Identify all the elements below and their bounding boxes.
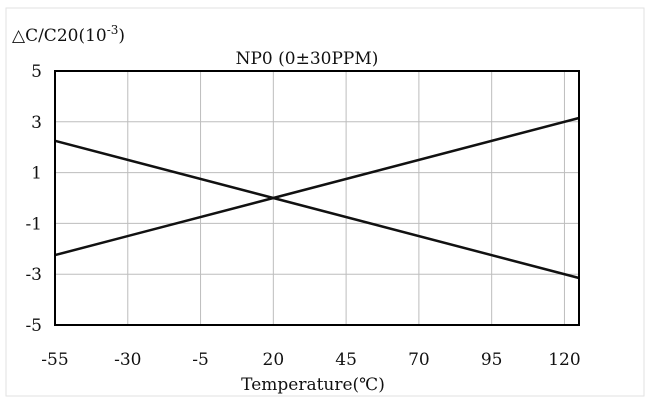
y-tick-label: -3 — [25, 265, 42, 285]
x-tick-label: 95 — [481, 350, 503, 370]
y-tick-label: -5 — [25, 316, 42, 336]
y-axis-label-base: △C/C20(10 — [12, 26, 107, 46]
chart-title: NP0 (0±30PPM) — [236, 49, 379, 69]
x-tick-label: 20 — [263, 350, 285, 370]
y-tick-label: 1 — [31, 164, 42, 184]
y-axis-label-exponent: -3 — [107, 23, 119, 37]
x-tick-label: -5 — [192, 350, 209, 370]
series-group — [54, 116, 580, 280]
x-axis-label: Temperature(℃) — [241, 375, 385, 395]
x-tick-label: -55 — [41, 350, 68, 370]
y-axis-label: △C/C20(10-3) — [12, 23, 125, 46]
y-axis-label-close: ) — [118, 26, 125, 46]
x-tick-label: 45 — [335, 350, 357, 370]
x-tick-labels: -55 -30 -5 20 45 70 95 120 — [41, 350, 580, 370]
plot-border — [54, 70, 580, 326]
grid — [55, 71, 579, 325]
y-tick-label: 5 — [31, 62, 42, 82]
y-tick-labels: 5 3 1 -1 -3 -5 — [25, 62, 42, 336]
x-tick-label: -30 — [114, 350, 141, 370]
series-line-1 — [54, 139, 580, 280]
y-tick-label: 3 — [31, 113, 42, 133]
x-tick-label: 120 — [548, 350, 580, 370]
x-tick-label: 70 — [408, 350, 430, 370]
y-tick-label: -1 — [25, 214, 42, 234]
series-line-2 — [54, 116, 580, 257]
